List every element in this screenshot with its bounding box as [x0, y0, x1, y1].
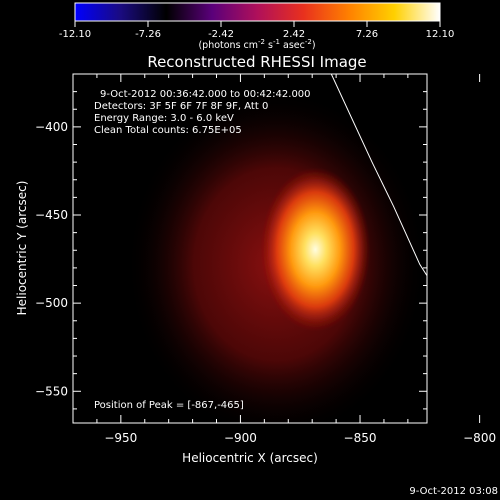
annotation-line: Energy Range: 3.0 - 6.0 keV [94, 113, 234, 124]
y-axis-label: Heliocentric Y (arcsec) [15, 181, 29, 316]
colorbar-tick-label: -7.26 [135, 29, 161, 40]
solar-limb-line [330, 74, 427, 277]
unit-exponent: -1 [273, 38, 280, 46]
unit-text: (photons cm [198, 40, 258, 51]
chart-title: Reconstructed RHESSI Image [147, 53, 366, 71]
unit-text: s [265, 40, 273, 51]
annotation-line: Clean Total counts: 6.75E+05 [94, 125, 242, 136]
x-axis-label: Heliocentric X (arcsec) [182, 451, 318, 465]
y-tick-label: −500 [35, 296, 68, 310]
annotation-line: Detectors: 3F 5F 6F 7F 8F 9F, Att 0 [94, 101, 268, 112]
x-tick-label: −800 [463, 431, 496, 445]
y-tick-label: −550 [35, 384, 68, 398]
plot-frame [72, 73, 428, 424]
colorbar-tick-label: -2.42 [208, 29, 234, 40]
x-axis: −950 −900 −850 −800 [72, 74, 496, 445]
plot-area: −950 −900 −850 −800 −400 −450 −500 −550 9-Oct-… [35, 73, 496, 445]
footer-datetime: 9-Oct-2012 03:08 [409, 486, 498, 497]
y-tick-label: −400 [35, 120, 68, 134]
x-tick-label: −950 [104, 431, 137, 445]
y-axis: −400 −450 −500 −550 [35, 73, 427, 410]
colorbar-tick-label: -12.10 [59, 29, 91, 40]
colorbar-tick-label: 7.26 [356, 29, 378, 40]
colorbar-ticks: -12.10 -7.26 -2.42 2.42 7.26 12.10 [59, 21, 454, 40]
colorbar-strip [74, 2, 441, 22]
source-core [260, 167, 371, 332]
annotation-line: 9-Oct-2012 00:36:42.000 to 00:42:42.000 [100, 89, 311, 100]
x-tick-label: −850 [344, 431, 377, 445]
colorbar: -12.10 -7.26 -2.42 2.42 7.26 12.10 (photons c… [59, 2, 454, 51]
unit-text: asec [280, 40, 305, 51]
peak-label: Position of Peak = [-867,-465] [94, 400, 244, 411]
unit-exponent: -2 [305, 38, 312, 46]
unit-text: ) [312, 40, 316, 51]
colorbar-tick-label: 2.42 [283, 29, 305, 40]
annotation-block: 9-Oct-2012 00:36:42.000 to 00:42:42.000D… [94, 89, 311, 136]
colorbar-tick-label: 12.10 [426, 29, 455, 40]
y-tick-label: −450 [35, 208, 68, 222]
colorbar-unit: (photons cm-2 s-1 asec-2) [198, 38, 315, 51]
unit-exponent: -2 [258, 38, 265, 46]
x-tick-label: −900 [224, 431, 257, 445]
image-layer [126, 74, 427, 423]
